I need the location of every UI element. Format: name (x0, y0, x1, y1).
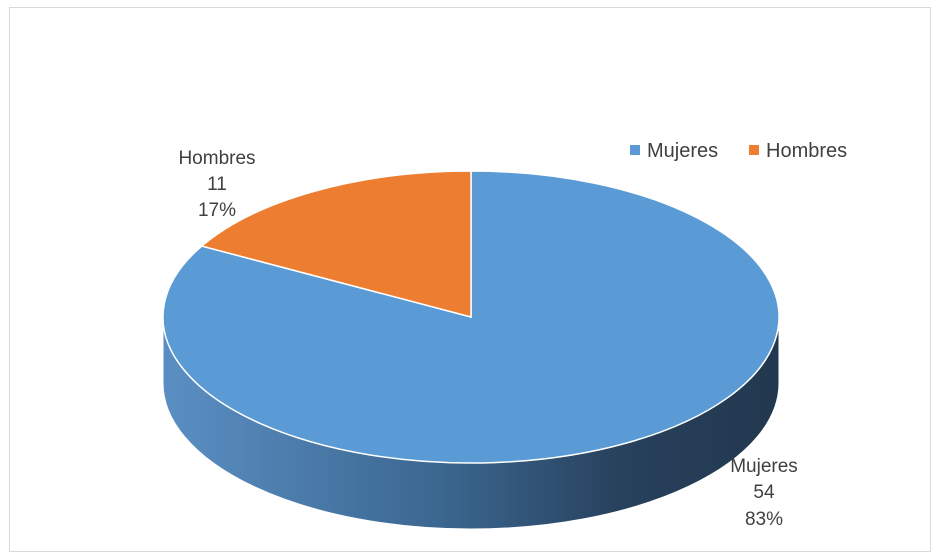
pie-slice-hombres (200, 170, 472, 318)
data-label-mujeres-percent: 83% (745, 509, 783, 530)
data-label-hombres-percent: 17% (198, 200, 236, 221)
legend-swatch-mujeres (630, 145, 640, 155)
legend: Mujeres Hombres (630, 140, 847, 162)
data-label-hombres-value: 11 (207, 174, 227, 195)
data-label-hombres: Hombres 11 17% (178, 148, 255, 221)
data-label-mujeres-name: Mujeres (730, 456, 798, 477)
data-label-mujeres: Mujeres 54 83% (730, 456, 798, 530)
legend-swatch-hombres (749, 145, 759, 155)
data-label-mujeres-value: 54 (753, 482, 775, 503)
legend-label-hombres: Hombres (766, 140, 847, 162)
data-label-hombres-name: Hombres (178, 148, 255, 169)
legend-label-mujeres: Mujeres (647, 140, 718, 162)
